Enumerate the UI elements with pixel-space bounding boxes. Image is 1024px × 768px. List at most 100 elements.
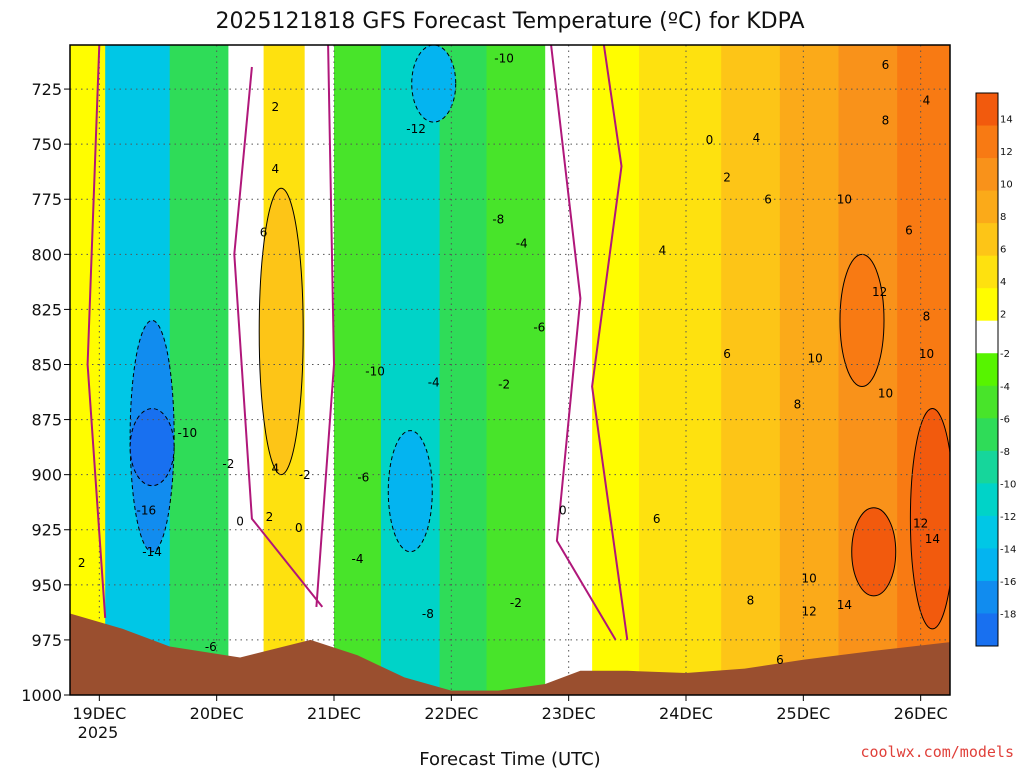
contour-label-26: 0 bbox=[706, 133, 714, 147]
contour-label-21: -6 bbox=[533, 320, 545, 334]
contour-label-40: 12 bbox=[872, 285, 887, 299]
y-tick-label-11: 1000 bbox=[21, 686, 62, 705]
contour-label-36: 10 bbox=[802, 572, 817, 586]
contour-label-41: 8 bbox=[923, 309, 931, 323]
contour-label-11: 0 bbox=[295, 521, 303, 535]
colorbar-swatch-8 bbox=[976, 353, 998, 387]
colorbar-swatch-12 bbox=[976, 483, 998, 517]
contour-label-7: 6 bbox=[260, 226, 268, 240]
contour-label-13: -10 bbox=[365, 365, 385, 379]
contour-label-24: -2 bbox=[510, 596, 522, 610]
contour-label-6: 4 bbox=[271, 162, 279, 176]
contour-label-22: -2 bbox=[498, 378, 510, 392]
y-axis: 725 750 775 800 825 850 875 900 925 950 975 1000 bbox=[21, 80, 70, 705]
colorbar-label-15: -18 bbox=[1000, 609, 1016, 620]
contour-label-23: -4 bbox=[428, 376, 440, 390]
contour-label-18: -10 bbox=[494, 52, 514, 66]
colorbar-swatch-4 bbox=[976, 223, 998, 257]
x-tick-label-7: 26DEC bbox=[894, 704, 948, 723]
y-tick-label-8: 925 bbox=[31, 521, 62, 540]
grid-lines bbox=[70, 45, 950, 695]
colorbar-label-7: -2 bbox=[1000, 349, 1010, 360]
contour-label-27: 2 bbox=[723, 171, 731, 185]
core-3 bbox=[387, 430, 433, 553]
contour-label-16: -8 bbox=[422, 607, 434, 621]
y-tick-label-3: 800 bbox=[31, 245, 62, 264]
colorbar-swatch-14 bbox=[976, 548, 998, 582]
credit-link[interactable]: coolwx.com/models bbox=[860, 743, 1014, 761]
colorbar-swatch-7 bbox=[976, 320, 998, 354]
contour-label-38: 14 bbox=[837, 598, 852, 612]
colorbar-label-14: -16 bbox=[1000, 577, 1016, 588]
contour-label-28: 4 bbox=[753, 131, 761, 145]
contour-label-50: 8 bbox=[882, 113, 890, 127]
colorbar-swatch-5 bbox=[976, 255, 998, 289]
colorbar-label-9: -6 bbox=[1000, 414, 1010, 425]
colorbar: 14 12 10 8 6 4 2 -2 -4 -6 -8 -10 -12 -14 -16 -18 bbox=[975, 92, 1016, 647]
y-tick-label-4: 825 bbox=[31, 300, 62, 319]
contour-label-8: 4 bbox=[271, 462, 279, 476]
x-tick-label-5: 24DEC bbox=[659, 704, 713, 723]
region-band-11 bbox=[592, 45, 640, 695]
region-band-9 bbox=[486, 45, 546, 695]
colorbar-swatch-0 bbox=[976, 93, 998, 127]
contour-label-19: -8 bbox=[492, 213, 504, 227]
contour-label-39: 10 bbox=[837, 193, 852, 207]
zero-isotherm-2 bbox=[315, 45, 336, 607]
contour-label-14: -6 bbox=[357, 470, 369, 484]
colorbar-swatch-11 bbox=[976, 450, 998, 484]
colorbar-swatch-2 bbox=[976, 158, 998, 192]
contour-label-47: 6 bbox=[905, 224, 913, 238]
terrain-layer bbox=[70, 613, 950, 695]
contour-label-43: 10 bbox=[878, 387, 893, 401]
colorbar-label-8: -4 bbox=[1000, 382, 1010, 393]
colorbar-label-4: 6 bbox=[1000, 245, 1006, 256]
y-tick-label-7: 900 bbox=[31, 466, 62, 485]
colorbar-label-13: -14 bbox=[1000, 544, 1016, 555]
x-axis-title: Forecast Time (UTC) bbox=[419, 749, 600, 768]
contour-label-0: -16 bbox=[136, 503, 156, 517]
region-band-6 bbox=[334, 45, 382, 695]
plot-frame bbox=[69, 44, 951, 696]
chart-title: 2025121818 GFS Forecast Temperature (ºC)… bbox=[215, 9, 804, 34]
colorbar-swatch-10 bbox=[976, 418, 998, 452]
x-tick-label-0: 19DEC bbox=[72, 704, 126, 723]
colorbar-frame bbox=[975, 92, 999, 647]
y-tick-label-9: 950 bbox=[31, 576, 62, 595]
zero-isotherm-1 bbox=[233, 66, 324, 608]
core-1 bbox=[129, 408, 175, 487]
x-tick-label-2: 21DEC bbox=[307, 704, 361, 723]
y-tick-label-5: 850 bbox=[31, 355, 62, 374]
y-tick-label-6: 875 bbox=[31, 411, 62, 430]
contour-label-44: 10 bbox=[919, 347, 934, 361]
colorbar-swatch-6 bbox=[976, 288, 998, 322]
contour-label-49: 4 bbox=[923, 94, 931, 108]
region-band-13 bbox=[721, 45, 781, 695]
contour-label-33: 8 bbox=[794, 398, 802, 412]
x-axis-year: 2025 bbox=[78, 723, 119, 742]
terrain bbox=[70, 613, 950, 695]
colorbar-swatch-13 bbox=[976, 515, 998, 549]
zero-isotherms bbox=[86, 45, 629, 641]
contour-label-4: -6 bbox=[205, 640, 217, 654]
contour-label-32: 6 bbox=[653, 512, 661, 526]
colorbar-label-3: 8 bbox=[1000, 212, 1006, 223]
contour-label-20: -4 bbox=[516, 237, 528, 251]
colorbar-label-2: 10 bbox=[1000, 180, 1013, 191]
contour-label-37: 12 bbox=[802, 605, 817, 619]
contour-label-10: 0 bbox=[236, 514, 244, 528]
colorbar-label-1: 12 bbox=[1000, 147, 1013, 158]
contour-label-42: 10 bbox=[807, 351, 822, 365]
contour-label-9: 2 bbox=[266, 510, 274, 524]
region-band-7 bbox=[380, 45, 441, 695]
contour-label-15: -4 bbox=[352, 552, 364, 566]
x-tick-label-1: 20DEC bbox=[190, 704, 244, 723]
region-band-3 bbox=[228, 45, 265, 695]
zero-isotherm-4 bbox=[591, 45, 629, 641]
contour-label-12: -2 bbox=[299, 468, 311, 482]
y-tick-label-2: 775 bbox=[31, 190, 62, 209]
region-band-2 bbox=[169, 45, 229, 695]
region-band-14 bbox=[779, 45, 840, 695]
contour-label-30: 4 bbox=[659, 243, 667, 257]
colorbar-swatch-3 bbox=[976, 190, 998, 224]
